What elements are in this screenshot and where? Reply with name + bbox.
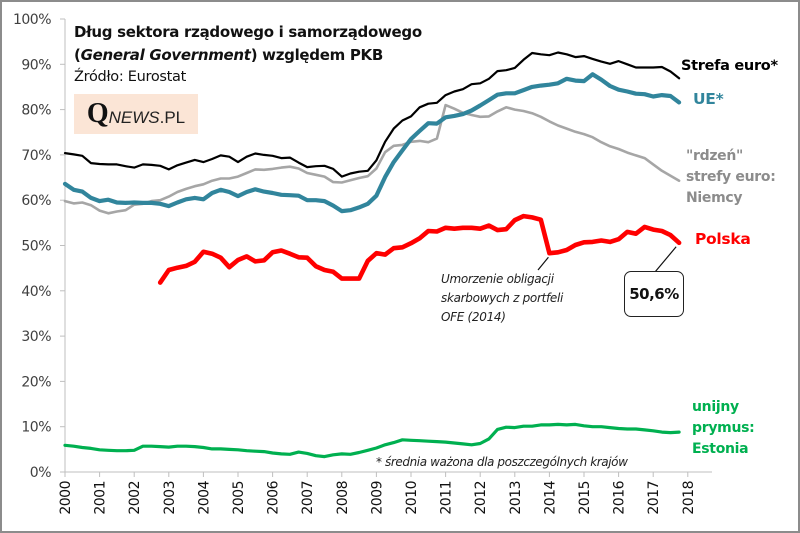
ofe-note-line: OFE (2014): [441, 310, 506, 324]
x-tick-label: 2000: [58, 481, 74, 515]
legend-label-strefa-euro: Strefa euro*: [681, 58, 778, 74]
polska-value-callout: 50,6%: [624, 271, 684, 317]
y-tick-label: 50%: [21, 239, 51, 255]
title-suffix: ) względem PKB: [250, 46, 384, 64]
y-tick-label: 90%: [21, 57, 51, 73]
x-tick-label: 2011: [439, 481, 455, 515]
x-tick-label: 2005: [231, 481, 247, 515]
chart-source: Źródło: Eurostat: [74, 69, 187, 85]
leader-lines: [537, 246, 677, 273]
y-tick-label: 10%: [21, 420, 51, 436]
y-tick-label: 40%: [21, 284, 51, 300]
chart-title-block: Dług sektora rządowego i samorządowego (…: [74, 21, 422, 87]
x-tick-label: 2010: [404, 481, 420, 515]
x-tick-label: 2018: [681, 481, 697, 515]
y-tick-label: 30%: [21, 329, 51, 345]
niemcy-label-line: "rdzeń": [686, 148, 744, 164]
logo-news: NEWS: [108, 107, 160, 127]
axes: 0% 10% 20% 30% 40% 50% 60% 70% 80% 90% 100% 2000 200…: [13, 12, 712, 515]
chart-title-line2: (General Government) względem PKB: [74, 44, 422, 67]
logo-text: NEWS.PL: [109, 109, 186, 126]
x-tick-label: 2015: [577, 481, 593, 515]
x-tick-label: 2017: [646, 481, 662, 515]
y-tick-label: 20%: [21, 374, 51, 390]
ofe-note-line: skarbowych z portfeli: [441, 291, 564, 305]
logo-q: Q: [86, 98, 109, 129]
series-line-ue: [62, 72, 682, 214]
y-tick-label: 0%: [30, 465, 51, 481]
y-tick-label: 60%: [21, 193, 51, 209]
x-tick-label: 2007: [300, 481, 316, 515]
x-tick-label: 2003: [162, 481, 178, 515]
x-tick-label: 2013: [508, 481, 524, 515]
estonia-label-line: unijny: [692, 399, 739, 415]
series-line-rdze-strefy-euro-niemcy: [63, 103, 681, 215]
legend-label-estonia: unijny prymus: Estonia: [692, 397, 755, 460]
chart-title: Dług sektora rządowego i samorządowego: [74, 23, 422, 41]
title-italic-term: General Government: [80, 46, 251, 64]
y-tick-label: 100%: [13, 12, 51, 28]
logo-pl: .PL: [159, 107, 186, 127]
series-layer: [62, 51, 682, 459]
x-tick-label: 2009: [369, 481, 385, 515]
x-tick-label: 2006: [266, 480, 282, 514]
legend-label-ue: UE*: [693, 90, 724, 108]
x-tick-label: 2008: [335, 481, 351, 515]
ofe-leader-line: [537, 256, 549, 271]
ofe-annotation: Umorzenie obligacji skarbowych z portfel…: [441, 270, 563, 327]
series-line-unijny-prymus-estonia: [63, 422, 681, 459]
niemcy-label-line: Niemcy: [686, 190, 743, 206]
footnote: * średnia ważona dla poszczególnych kraj…: [376, 455, 628, 469]
estonia-label-line: Estonia: [692, 441, 749, 457]
niemcy-label-line: strefy euro:: [686, 169, 776, 185]
legend-label-polska: Polska: [695, 230, 751, 248]
series-line-strefa-euro: [63, 51, 681, 178]
qnews-logo: Q NEWS.PL: [74, 94, 198, 134]
estonia-label-line: prymus:: [692, 420, 755, 436]
series-line-polska: [157, 213, 682, 285]
y-tick-label: 70%: [21, 148, 51, 164]
x-tick-label: 2002: [127, 481, 143, 515]
x-tick-label: 2004: [196, 480, 212, 514]
legend-label-niemcy: "rdzeń" strefy euro: Niemcy: [686, 146, 776, 209]
title-paren-open: (: [74, 46, 81, 64]
x-tick-label: 2012: [473, 481, 489, 515]
x-tick-label: 2014: [542, 480, 558, 514]
ofe-note-line: Umorzenie obligacji: [441, 272, 554, 286]
x-tick-label: 2001: [93, 481, 109, 515]
y-tick-label: 80%: [21, 103, 51, 119]
x-tick-label: 2016: [612, 480, 628, 514]
callout-leader-line: [654, 246, 677, 273]
